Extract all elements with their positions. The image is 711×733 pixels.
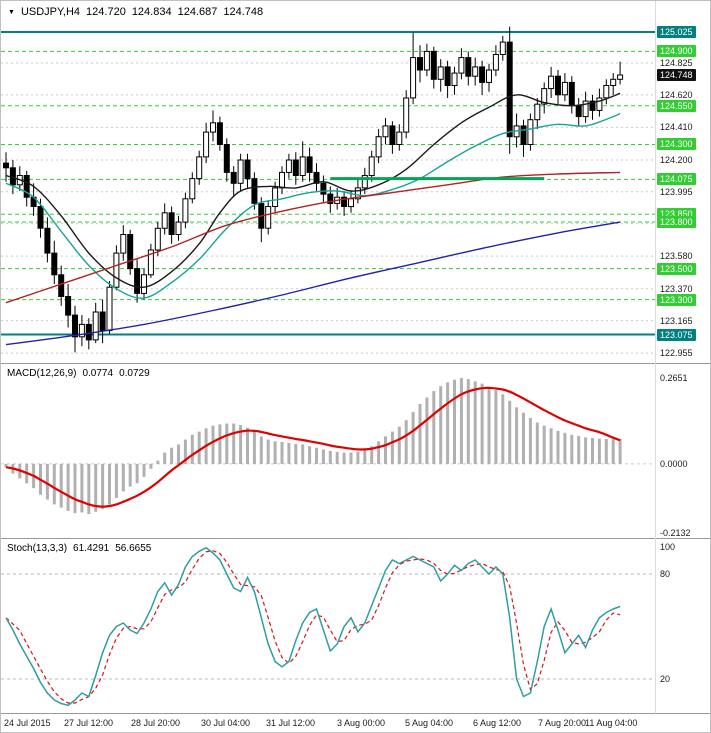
ohlc-close-value: 124.748 — [223, 6, 264, 18]
stoch-name-label: Stoch(13,3,3) — [7, 543, 68, 554]
ohlc-open-value: 124.720 — [86, 6, 126, 18]
ohlc-low-value: 124.687 — [177, 6, 218, 18]
macd-name-label: MACD(12,26,9) — [7, 368, 77, 379]
macd-signal-value: 0.0729 — [119, 368, 150, 379]
stoch-k-value: 61.4291 — [73, 543, 110, 554]
ohlc-high-value: 124.834 — [131, 6, 172, 18]
stoch-d-value: 56.6655 — [115, 543, 152, 554]
symbol-dropdown-icon[interactable]: ▼ — [8, 8, 15, 16]
symbol-period-label: USDJPY,H4 — [20, 6, 81, 18]
chart-header: ▼ USDJPY,H4 124.720 124.834 124.687 124.… — [8, 6, 263, 18]
macd-main-value: 0.0774 — [82, 368, 114, 379]
macd-header: MACD(12,26,9) 0.0774 0.0729 — [7, 368, 150, 379]
stoch-header: Stoch(13,3,3) 61.4291 56.6655 — [7, 543, 151, 554]
